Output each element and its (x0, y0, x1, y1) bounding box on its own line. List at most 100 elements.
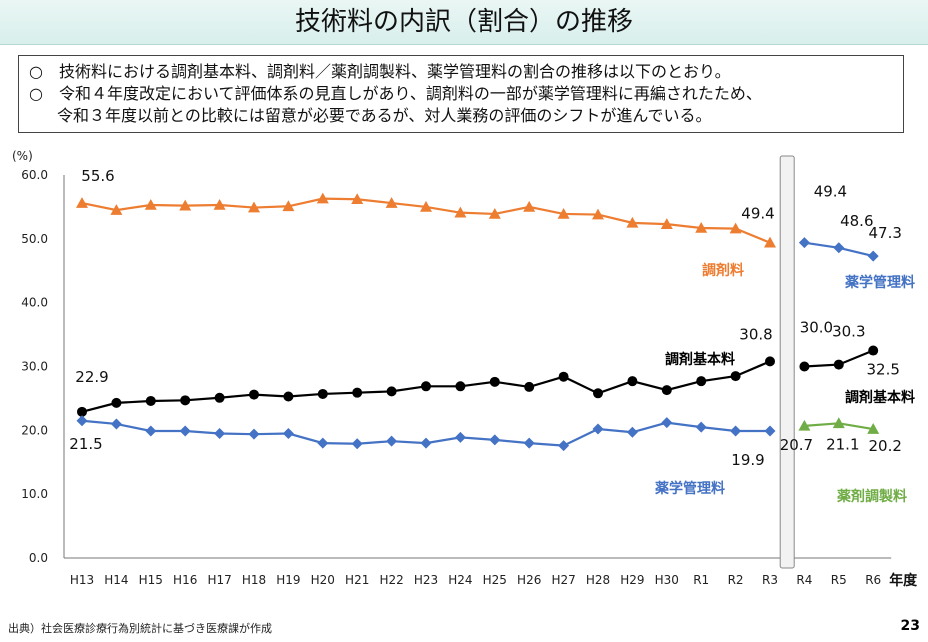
series-name-label: 調剤基本料 (845, 389, 915, 406)
data-point (454, 431, 466, 443)
x-tick-label: H19 (276, 573, 300, 587)
data-point (180, 395, 191, 406)
data-point (317, 437, 329, 449)
data-point (317, 388, 328, 399)
data-point (248, 201, 260, 213)
data-label: 30.8 (739, 325, 772, 343)
y-axis-unit-label: (%) (12, 149, 33, 163)
data-point (558, 440, 570, 452)
x-tick-label: H16 (173, 573, 197, 587)
data-label: 30.3 (832, 323, 865, 341)
data-point (557, 207, 570, 219)
x-axis-label: 年度 (889, 572, 918, 589)
data-label: 19.9 (731, 451, 764, 469)
data-point (179, 425, 191, 437)
data-point (729, 222, 742, 234)
x-tick-label: H21 (345, 573, 369, 587)
data-point (696, 376, 707, 387)
data-point (351, 193, 364, 205)
data-point (661, 417, 673, 429)
line-chart: (%) 0.0 10.0 20.0 30.0 40.0 50.0 60.0 H13 H14 H15 H… (12, 149, 918, 589)
data-label: 49.4 (741, 205, 774, 223)
data-point (351, 438, 363, 450)
data-point (76, 415, 88, 427)
data-point (627, 376, 638, 387)
data-point (249, 389, 259, 400)
data-point (799, 361, 810, 372)
series-name-label: 薬剤調製料 (837, 488, 907, 505)
y-tick-label: 40.0 (21, 296, 48, 310)
x-tick-label: H20 (311, 573, 335, 587)
data-point (626, 426, 638, 438)
data-point (420, 437, 432, 449)
data-point (695, 421, 707, 433)
data-point (661, 385, 672, 396)
data-label: 20.7 (780, 436, 813, 454)
x-tick-label: H26 (517, 573, 541, 587)
x-tick-label: H22 (379, 573, 403, 587)
data-point (352, 387, 363, 398)
title-bar: 技術料の内訳（割合）の推移 (0, 0, 928, 45)
data-point (214, 392, 225, 403)
data-point (524, 381, 535, 392)
x-tick-label: H18 (242, 573, 266, 587)
data-point (110, 204, 123, 215)
axis-break-bar (779, 155, 795, 569)
y-tick-label: 0.0 (29, 551, 48, 565)
series-name-label: 調剤基本料 (665, 351, 735, 368)
data-point (77, 406, 87, 417)
data-point (283, 391, 294, 402)
page-number: 23 (900, 618, 920, 634)
summary-box: ○ 技術料における調剤基本料、調剤料／薬剤調製料、薬学管理料の割合の推移は以下の… (18, 55, 904, 133)
x-tick-label: R5 (831, 573, 847, 587)
data-point (421, 381, 431, 392)
data-point (660, 218, 673, 229)
x-tick-label: R6 (865, 573, 881, 587)
data-point (867, 250, 879, 262)
data-label: 21.1 (826, 435, 859, 453)
data-label: 55.6 (81, 167, 114, 185)
y-tick-label: 20.0 (21, 423, 48, 437)
source-note: 出典）社会医療診療行為別統計に基づき医療課が作成 (8, 622, 272, 635)
y-tick-label: 50.0 (21, 232, 48, 246)
data-point (695, 221, 708, 233)
data-point (764, 425, 776, 437)
data-point (592, 208, 604, 220)
x-tick-label: R3 (762, 573, 778, 587)
series-name-label: 薬学管理料 (845, 274, 915, 291)
x-tick-label: H23 (414, 573, 438, 587)
data-point (213, 199, 226, 210)
data-point (110, 418, 122, 430)
x-tick-label: R2 (728, 573, 744, 587)
data-point (868, 345, 879, 356)
data-point (145, 395, 156, 406)
x-tick-label: H13 (70, 573, 94, 587)
data-label: 22.9 (75, 368, 108, 386)
data-label: 30.0 (800, 319, 833, 337)
data-point (488, 207, 501, 219)
data-point (765, 356, 775, 367)
data-point (386, 435, 398, 447)
data-point (248, 428, 260, 440)
x-tick-label: H14 (104, 573, 128, 587)
data-point (798, 237, 810, 249)
data-point (832, 417, 845, 429)
data-label: 20.2 (868, 437, 901, 455)
x-tick-label: H17 (207, 573, 231, 587)
data-point (730, 371, 741, 382)
series-name-label: 薬学管理料 (655, 480, 725, 497)
x-tick-label: H29 (620, 573, 644, 587)
x-tick-label: R4 (796, 573, 812, 587)
data-label: 21.5 (69, 435, 102, 453)
data-point (798, 419, 811, 431)
data-point (626, 216, 639, 228)
data-point (454, 206, 467, 218)
data-point (523, 437, 535, 449)
slide-title: 技術料の内訳（割合）の推移 (294, 7, 633, 37)
data-point (386, 386, 397, 397)
data-point (455, 381, 466, 392)
x-tick-label: R1 (693, 573, 709, 587)
x-tick-label: H25 (483, 573, 507, 587)
data-point (145, 425, 157, 437)
x-tick-label: H24 (448, 573, 472, 587)
